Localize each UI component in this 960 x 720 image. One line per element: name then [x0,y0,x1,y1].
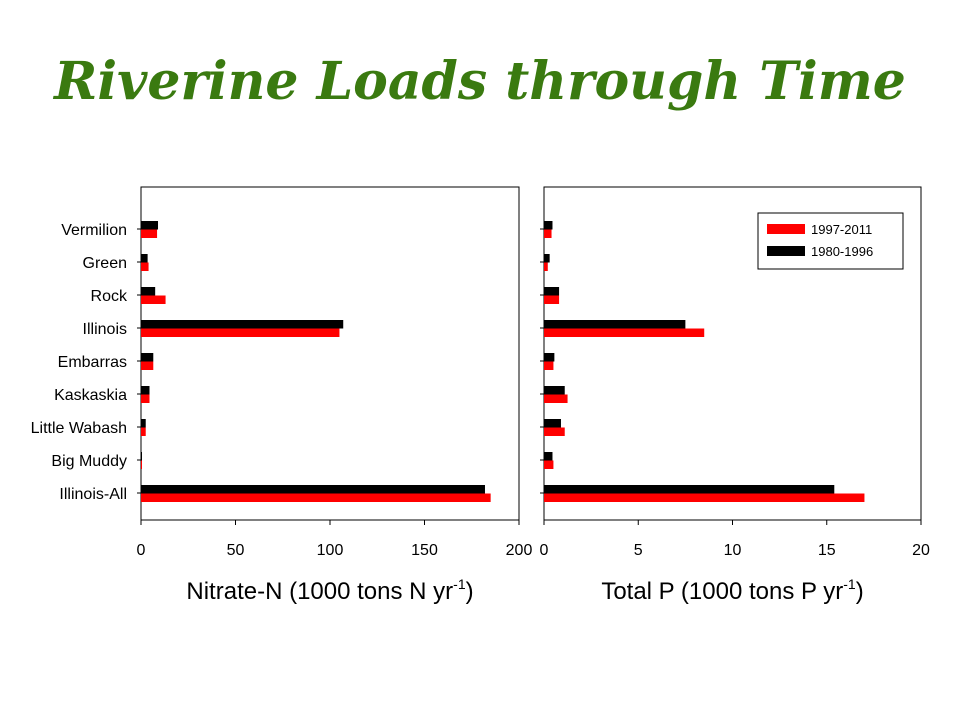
category-label: Rock [91,288,128,305]
category-label: Vermilion [61,222,127,239]
category-label: Big Muddy [51,453,127,470]
bar-1997-2011-embarras [544,361,554,370]
chart-panel-2: 0 5 10 15 20 Total P (1000 tons P yr-1) 1997-2… [540,186,930,605]
plot-frame [140,186,520,521]
x-axis-title-main: Total P (1000 tons P yr [601,578,843,605]
bar-1997-2011-rock [544,295,560,304]
bar-1980-1996-illinois [141,320,344,329]
bar-1997-2011-illinois-all [544,493,865,502]
bar-1997-2011-illinois [141,328,340,337]
x-axis-title-end: ) [466,578,474,605]
x-axis-title-main: Nitrate-N (1000 tons N yr [186,578,453,605]
bar-1980-1996-kaskaskia [544,386,565,395]
x-tick-label: 100 [317,542,344,559]
bar-1997-2011-green [544,262,548,271]
bar-1980-1996-little-wabash [544,419,561,428]
x-tick-label: 0 [137,542,146,559]
legend: 1997-2011 1980-1996 [757,212,904,270]
bar-1997-2011-big-muddy [141,460,142,469]
category-label: Green [83,255,127,272]
bar-1980-1996-illinois-all [141,485,485,494]
bar-1997-2011-green [141,262,149,271]
bar-1980-1996-illinois [544,320,686,329]
bar-1997-2011-little-wabash [544,427,565,436]
bar-1980-1996-big-muddy [544,452,553,461]
legend-label: 1997-2011 [811,222,872,237]
bar-1997-2011-kaskaskia [141,394,150,403]
x-tick-label: 150 [411,542,438,559]
category-label: Illinois-All [59,486,127,503]
bar-1980-1996-vermilion [544,221,553,230]
legend-label: 1980-1996 [811,244,873,259]
x-tick-label: 15 [818,542,836,559]
category-label: Little Wabash [31,420,127,437]
bar-1980-1996-rock [544,287,560,296]
slide-title: Riverine Loads through Time [54,51,906,112]
bar-1997-2011-rock [141,295,166,304]
x-tick-label: 200 [506,542,533,559]
x-tick-label: 5 [634,542,643,559]
x-tick-label: 0 [540,542,549,559]
legend-swatch [767,246,805,256]
x-tick-label: 10 [724,542,742,559]
bar-1997-2011-illinois-all [141,493,491,502]
bar-1980-1996-rock [141,287,156,296]
bar-1980-1996-vermilion [141,221,159,230]
bar-1980-1996-green [544,254,550,263]
bar-1997-2011-big-muddy [544,460,554,469]
bar-1980-1996-embarras [141,353,154,362]
x-axis-title-end: ) [856,578,864,605]
bar-1980-1996-embarras [544,353,555,362]
legend-swatch [767,224,805,234]
bar-1997-2011-embarras [141,361,154,370]
x-axis-title-superscript: -1 [453,576,466,592]
chart-panel-1: Vermilion Green Rock Illinois Embarras Kaskas… [31,186,533,605]
bar-1980-1996-little-wabash [141,419,146,428]
x-axis-title: Total P (1000 tons P yr-1) [601,576,863,605]
x-axis-title: Nitrate-N (1000 tons N yr-1) [186,576,473,605]
bar-1997-2011-little-wabash [141,427,146,436]
x-tick-label: 20 [912,542,930,559]
x-axis-title-superscript: -1 [843,576,856,592]
bar-1997-2011-illinois [544,328,705,337]
bar-1980-1996-green [141,254,148,263]
x-tick-label: 50 [227,542,245,559]
category-label: Kaskaskia [54,387,127,404]
category-label: Embarras [58,354,127,371]
bar-1980-1996-illinois-all [544,485,835,494]
bar-1980-1996-kaskaskia [141,386,150,395]
category-label: Illinois [83,321,127,338]
legend-box [757,212,904,270]
bar-1980-1996-big-muddy [141,452,142,461]
bar-1997-2011-kaskaskia [544,394,568,403]
bar-1997-2011-vermilion [141,229,158,238]
bar-1997-2011-vermilion [544,229,552,238]
